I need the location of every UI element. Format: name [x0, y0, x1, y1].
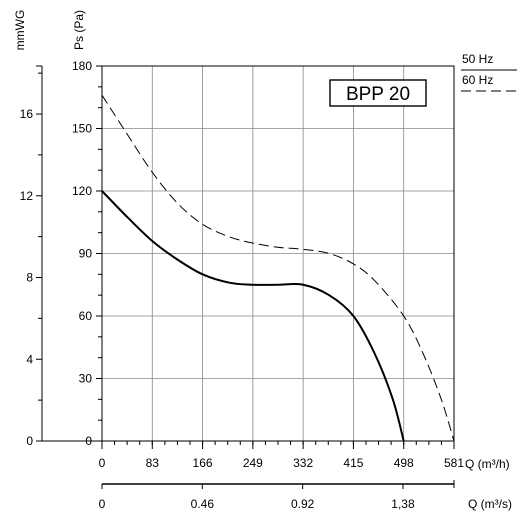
- left-tick-label: 4: [26, 352, 33, 366]
- x-tick-label: 0: [99, 456, 106, 470]
- y-tick-label: 30: [79, 372, 93, 386]
- series-line-0: [101, 190, 405, 442]
- y-tick-label: 180: [72, 59, 92, 73]
- data-series: [101, 94, 455, 442]
- y-tick-label: 120: [72, 184, 92, 198]
- x2-tick-label: 0.92: [291, 497, 315, 511]
- left-tick-label: 0: [26, 434, 33, 448]
- legend: 50 Hz 60 Hz: [461, 52, 517, 92]
- left-tick-label: 12: [20, 189, 34, 203]
- chart-title: BPP 20: [346, 84, 410, 105]
- y-tick-label: 60: [79, 309, 93, 323]
- x2-tick-label: 0: [99, 497, 106, 511]
- x-tick-label: 581: [444, 456, 464, 470]
- x-tick-label: 249: [243, 456, 263, 470]
- x-tick-label: 332: [293, 456, 313, 470]
- legend-label-1: 60 Hz: [462, 73, 493, 87]
- x2-axis-label: Q (m³/s): [468, 497, 512, 511]
- x-tick-label: 83: [146, 456, 160, 470]
- y-tick-label: 0: [85, 434, 92, 448]
- x-tick-label: 498: [394, 456, 414, 470]
- x2-tick-label: 0.46: [191, 497, 215, 511]
- y-axis-label: Ps (Pa): [72, 10, 86, 50]
- x-tick-label: 166: [193, 456, 213, 470]
- grid-lines: [102, 66, 454, 441]
- title-box: [329, 79, 427, 107]
- left-tick-label: 8: [26, 271, 33, 285]
- x2-tick-label: 1,38: [391, 497, 415, 511]
- x-axis-label: Q (m³/h): [465, 457, 510, 471]
- left-tick-label: 16: [20, 107, 34, 121]
- legend-label-0: 50 Hz: [462, 52, 493, 66]
- y-tick-label: 90: [79, 247, 93, 261]
- y-tick-label: 150: [72, 122, 92, 136]
- series-line-1: [101, 94, 455, 442]
- x-tick-label: 415: [343, 456, 363, 470]
- left-axis-label: mmWG: [13, 10, 27, 51]
